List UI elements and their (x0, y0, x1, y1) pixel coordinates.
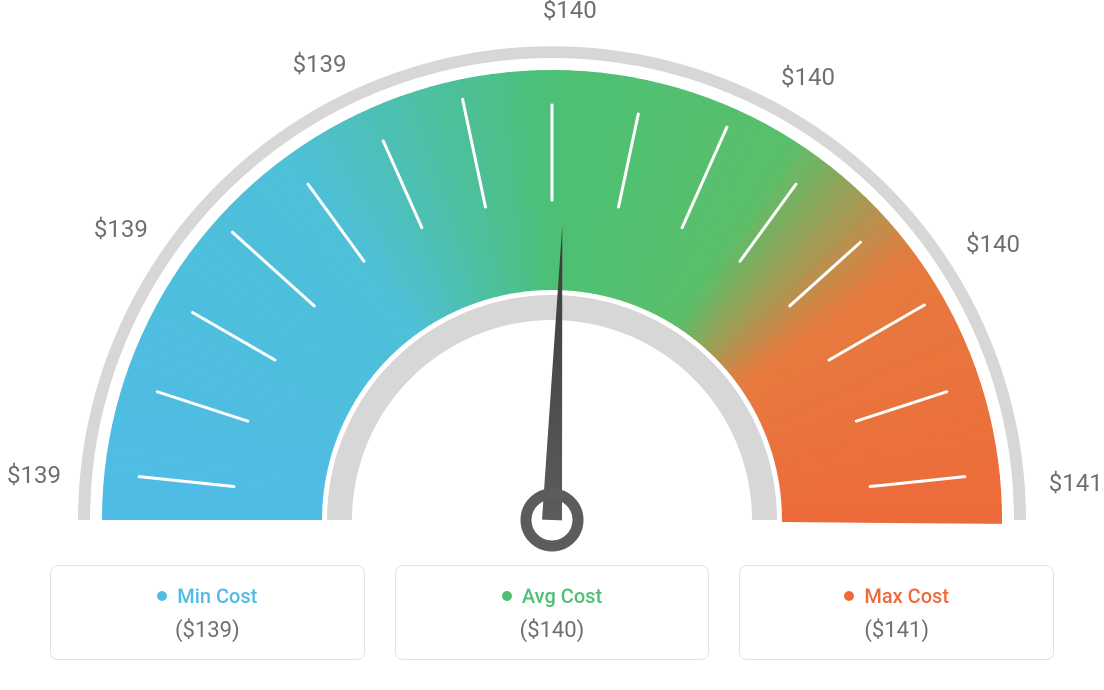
legend-title-max: Max Cost (844, 584, 949, 608)
dot-icon (157, 591, 167, 601)
gauge-tick-label: $140 (966, 230, 1020, 258)
gauge-tick-label: $139 (94, 215, 148, 243)
legend-value-min: ($139) (61, 618, 354, 643)
legend-card-avg: Avg Cost ($140) (395, 565, 710, 660)
legend-title-avg: Avg Cost (502, 584, 602, 608)
dot-icon (502, 591, 512, 601)
legend-value-max: ($141) (750, 618, 1043, 643)
legend-title-text: Min Cost (177, 584, 257, 608)
gauge-chart: $139 $139 $139 $140 $140 $140 $141 (0, 0, 1104, 560)
gauge-svg (0, 0, 1104, 560)
gauge-tick-label: $140 (543, 0, 597, 24)
dot-icon (844, 591, 854, 601)
legend-title-min: Min Cost (157, 584, 257, 608)
legend-title-text: Avg Cost (522, 584, 602, 608)
legend-value-avg: ($140) (406, 618, 699, 643)
gauge-tick-label: $139 (293, 50, 347, 78)
gauge-tick-label: $141 (1049, 469, 1103, 497)
gauge-tick-label: $140 (781, 63, 835, 91)
legend-card-max: Max Cost ($141) (739, 565, 1054, 660)
legend-card-min: Min Cost ($139) (50, 565, 365, 660)
legend-title-text: Max Cost (864, 584, 949, 608)
legend-row: Min Cost ($139) Avg Cost ($140) Max Cost… (50, 565, 1054, 660)
gauge-tick-label: $139 (7, 461, 61, 489)
